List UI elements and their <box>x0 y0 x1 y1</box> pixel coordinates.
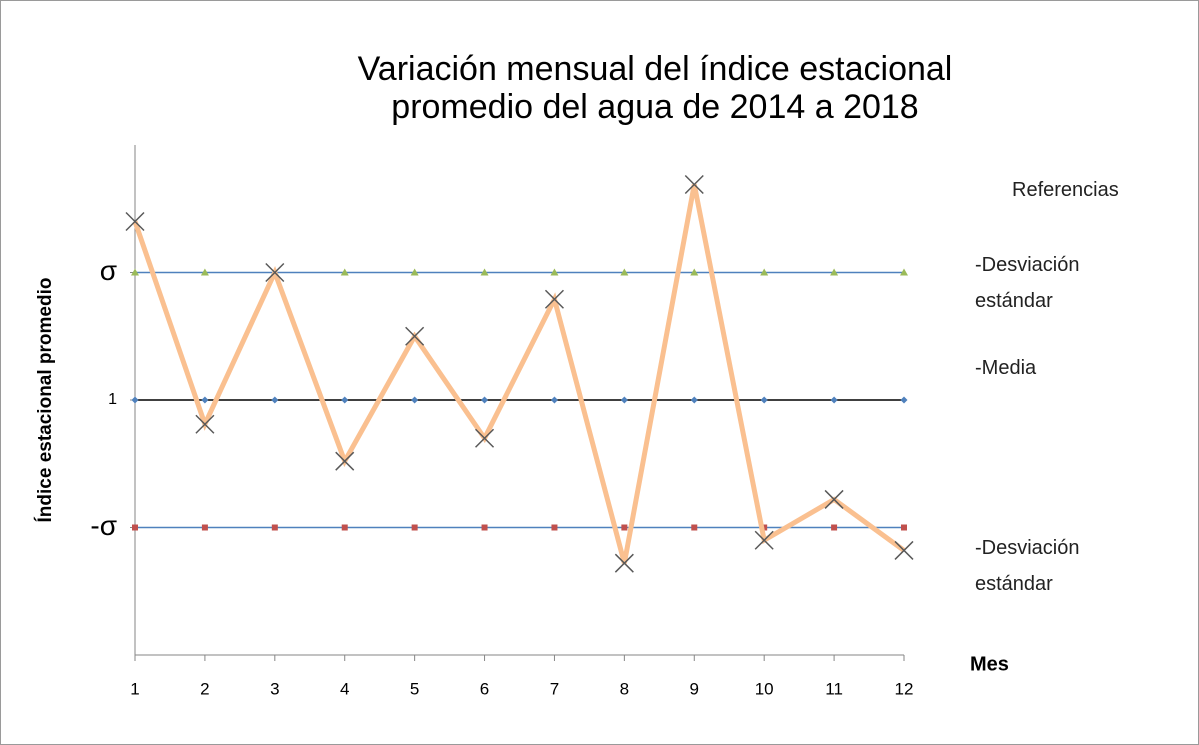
legend-entry: -Desviación estándar <box>975 254 1080 312</box>
y-tick-label: σ <box>100 255 117 286</box>
marker <box>690 396 698 404</box>
marker <box>760 268 769 276</box>
marker <box>411 396 419 404</box>
x-tick-label: 1 <box>130 679 139 698</box>
marker <box>481 524 488 531</box>
marker <box>201 396 209 404</box>
marker <box>410 268 419 276</box>
marker <box>824 489 844 509</box>
x-axis-label: Mes <box>970 653 1009 675</box>
marker <box>684 174 704 195</box>
marker <box>754 530 774 550</box>
marker <box>900 268 908 276</box>
marker <box>621 524 628 531</box>
marker <box>690 268 699 276</box>
x-tick-label: 7 <box>550 679 559 698</box>
marker <box>411 524 418 531</box>
x-tick-label: 4 <box>340 679 349 698</box>
data-line <box>132 184 906 564</box>
marker <box>340 268 349 276</box>
y-tick-label: 1 <box>108 391 117 408</box>
marker <box>901 524 907 531</box>
marker <box>200 268 209 276</box>
y-axis-label: Índice estacional promedio <box>34 278 56 523</box>
marker <box>125 211 145 232</box>
marker <box>900 396 908 404</box>
x-tick-label: 10 <box>755 679 774 698</box>
marker <box>544 289 564 309</box>
chart-title: Variación mensual del índice estacional … <box>357 50 953 126</box>
marker <box>551 524 558 531</box>
marker <box>480 268 489 276</box>
x-tick-label: 2 <box>200 679 209 698</box>
y-tick-label: -σ <box>90 510 117 541</box>
marker <box>614 553 634 573</box>
marker <box>341 524 348 531</box>
marker <box>830 396 838 404</box>
x-tick-label: 5 <box>410 679 419 698</box>
x-tick-label: 6 <box>480 679 489 698</box>
marker <box>831 524 838 531</box>
marker <box>550 396 558 404</box>
marker <box>691 524 698 531</box>
marker <box>341 396 349 404</box>
marker <box>894 540 914 560</box>
marker <box>620 268 629 276</box>
x-tick-label: 12 <box>895 679 914 698</box>
marker <box>550 268 559 276</box>
marker <box>201 524 208 531</box>
legend-entry: -Desviación estándar <box>975 537 1080 595</box>
legend-entry: -Media <box>975 357 1037 379</box>
marker <box>132 524 138 531</box>
x-tick-label: 11 <box>825 679 843 698</box>
legend-title: Referencias <box>1012 179 1119 201</box>
marker <box>405 326 425 346</box>
marker <box>481 396 489 404</box>
x-tick-label: 3 <box>270 679 279 698</box>
marker <box>271 524 278 531</box>
marker <box>131 396 139 404</box>
marker <box>475 428 495 448</box>
marker <box>131 268 139 276</box>
marker <box>195 414 215 434</box>
marker <box>335 451 355 471</box>
marker <box>760 396 768 404</box>
marker <box>830 268 839 276</box>
x-tick-label: 8 <box>620 679 629 698</box>
x-tick-label: 9 <box>690 679 699 698</box>
marker <box>271 396 279 404</box>
marker <box>265 262 285 283</box>
marker <box>620 396 628 404</box>
